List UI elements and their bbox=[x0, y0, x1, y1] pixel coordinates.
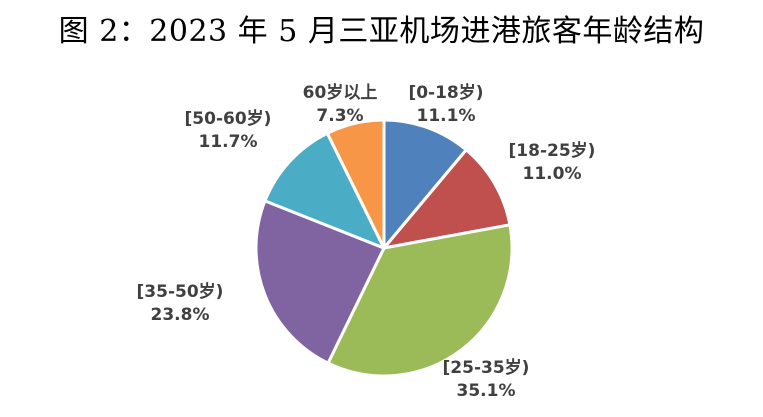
slice-category-label: 60岁以上 bbox=[303, 82, 378, 103]
slice-value-label: 11.0% bbox=[523, 164, 582, 184]
pie-slice bbox=[254, 199, 386, 365]
slice-category-label: [50-60岁) bbox=[185, 108, 272, 129]
slice-value-label: 11.1% bbox=[417, 106, 476, 126]
slice-label: 60岁以上 7.3% bbox=[303, 82, 378, 126]
pie-slice bbox=[263, 131, 386, 250]
pie-slice bbox=[382, 148, 512, 250]
slice-category-label: [35-50岁) bbox=[137, 281, 224, 302]
slice-label: [0-18岁) 11.1% bbox=[408, 82, 483, 126]
slice-label: [50-60岁) 11.7% bbox=[185, 108, 272, 152]
pie-labels: [0-18岁) 11.1% [18-25岁) 11.0% [25-35岁) 35.1% [3… bbox=[137, 82, 596, 401]
slice-label: [25-35岁) 35.1% bbox=[443, 357, 530, 401]
slice-category-label: [0-18岁) bbox=[408, 82, 483, 103]
slice-category-label: [18-25岁) bbox=[509, 140, 596, 161]
slice-value-label: 23.8% bbox=[151, 305, 210, 325]
slice-label: [18-25岁) 11.0% bbox=[509, 140, 596, 184]
slice-category-label: [25-35岁) bbox=[443, 357, 530, 378]
pie-slice bbox=[382, 118, 468, 250]
slice-value-label: 11.7% bbox=[199, 132, 258, 152]
slice-value-label: 7.3% bbox=[316, 106, 363, 126]
pie-slice bbox=[326, 223, 514, 378]
pie-slice bbox=[325, 118, 386, 250]
slice-label: [35-50岁) 23.8% bbox=[137, 281, 224, 325]
slice-value-label: 35.1% bbox=[457, 381, 516, 401]
chart-title: 图 2：2023 年 5 月三亚机场进港旅客年龄结构 bbox=[58, 14, 705, 49]
pie-slices bbox=[254, 118, 514, 378]
